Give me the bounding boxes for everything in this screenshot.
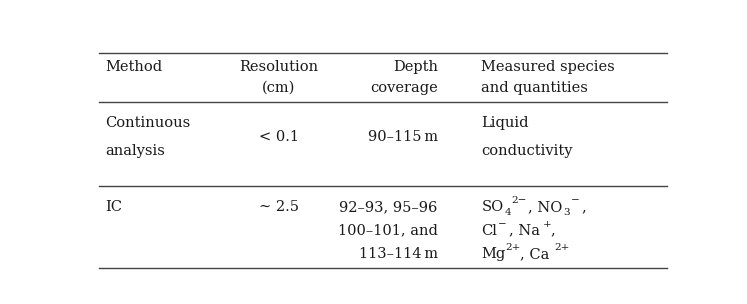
Text: ,: , xyxy=(550,224,555,238)
Text: analysis: analysis xyxy=(105,144,165,158)
Text: Cl: Cl xyxy=(481,224,498,238)
Text: −: − xyxy=(498,220,506,229)
Text: 4: 4 xyxy=(504,208,511,217)
Text: 113–114 m: 113–114 m xyxy=(359,247,438,261)
Text: Depth: Depth xyxy=(393,60,438,74)
Text: SO: SO xyxy=(481,200,503,214)
Text: 90–115 m: 90–115 m xyxy=(368,130,438,144)
Text: Resolution: Resolution xyxy=(239,60,318,74)
Text: Mg: Mg xyxy=(481,247,506,261)
Text: 92–93, 95–96: 92–93, 95–96 xyxy=(339,200,438,214)
Text: ,: , xyxy=(581,200,586,214)
Text: 100–101, and: 100–101, and xyxy=(338,224,438,238)
Text: IC: IC xyxy=(105,200,122,214)
Text: , Ca: , Ca xyxy=(520,247,549,261)
Text: , Na: , Na xyxy=(509,224,540,238)
Text: and quantities: and quantities xyxy=(481,81,588,95)
Text: Continuous: Continuous xyxy=(105,116,190,130)
Text: Measured species: Measured species xyxy=(481,60,615,74)
Text: , NO: , NO xyxy=(527,200,562,214)
Text: coverage: coverage xyxy=(370,81,438,95)
Text: (cm): (cm) xyxy=(262,81,295,95)
Text: < 0.1: < 0.1 xyxy=(258,130,299,144)
Text: 2+: 2+ xyxy=(554,243,569,252)
Text: conductivity: conductivity xyxy=(481,144,573,158)
Text: 2+: 2+ xyxy=(506,243,521,252)
Text: +: + xyxy=(543,220,552,229)
Text: ∼ 2.5: ∼ 2.5 xyxy=(258,200,299,214)
Text: −: − xyxy=(571,196,580,205)
Text: 3: 3 xyxy=(563,208,570,217)
Text: 2−: 2− xyxy=(512,196,527,205)
Text: Method: Method xyxy=(105,60,162,74)
Text: Liquid: Liquid xyxy=(481,116,529,130)
